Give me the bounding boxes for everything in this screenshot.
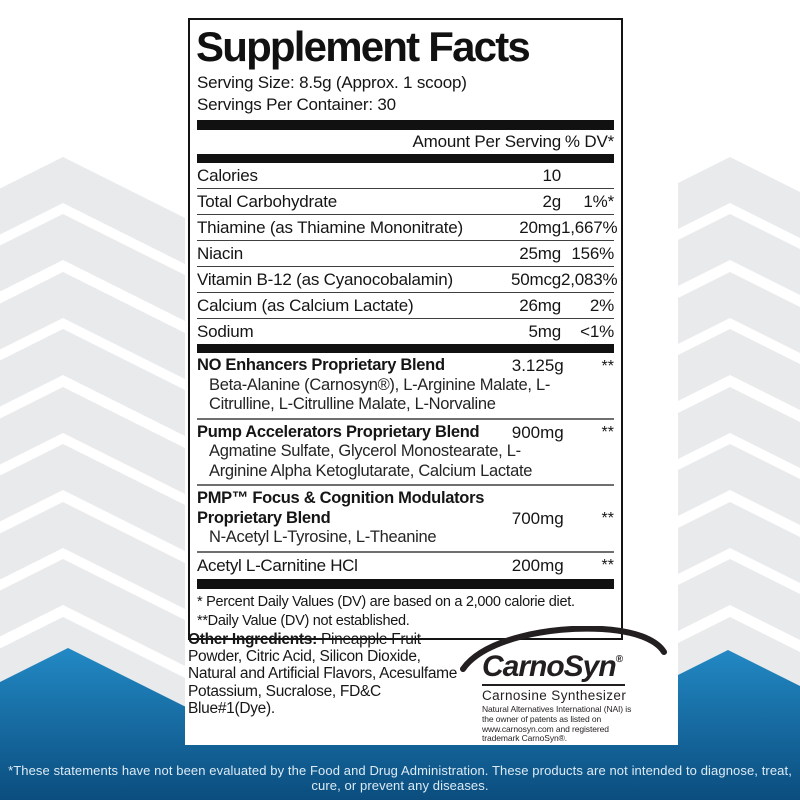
other-ingredients-label: Other Ingredients:	[188, 631, 317, 648]
blend-ingredients: Agmatine Sulfate, Glycerol Monostearate,…	[209, 442, 533, 480]
blend-name: PMP™ Focus & Cognition Modulators Propri…	[197, 489, 485, 527]
table-row: Thiamine (as Thiamine Mononitrate) 20mg …	[197, 215, 618, 241]
servings-per-container: Servings Per Container: 30	[197, 94, 396, 114]
nutrient-amount: 2g	[542, 191, 561, 211]
blend-amount: 900mg	[511, 422, 564, 442]
divider-bar	[197, 154, 614, 163]
carnosyn-wordmark: CarnoSyn®	[482, 645, 626, 686]
column-percent-dv: % DV*	[564, 132, 614, 151]
carnosyn-swoosh-icon	[460, 626, 667, 672]
nutrient-amount: 50mcg	[510, 269, 561, 289]
table-row: Niacin 25mg 156%	[197, 241, 614, 267]
divider-bar	[197, 579, 614, 589]
divider-bar	[197, 120, 614, 130]
nutrient-name: Sodium	[197, 321, 254, 341]
nutrient-dv: 1%*	[583, 191, 614, 211]
nutrient-dv: 1,667%	[561, 217, 618, 237]
blend-section: Pump Accelerators Proprietary Blend 900m…	[197, 420, 614, 486]
blend-header: PMP™ Focus & Cognition Modulators Propri…	[197, 489, 614, 528]
carnosyn-fine-print: Natural Alternatives International (NAI)…	[482, 704, 632, 744]
divider-bar	[197, 344, 614, 353]
blend-section: NO Enhancers Proprietary Blend 3.125g **…	[197, 353, 614, 420]
blend-dv: **	[601, 424, 614, 441]
blend-dv: **	[601, 510, 614, 527]
column-amount-per-serving: Amount Per Serving	[412, 132, 561, 151]
footnote-dv-not-established: **Daily Value (DV) not established.	[197, 612, 410, 629]
table-row: Sodium 5mg <1%	[197, 319, 614, 344]
nutrient-amount: 25mg	[519, 243, 561, 263]
supplement-facts-title: Supplement Facts	[196, 23, 531, 70]
blend-amount: 3.125g	[511, 356, 564, 375]
table-row: Vitamin B-12 (as Cyanocobalamin) 50mcg 2…	[197, 267, 618, 293]
supplement-facts-box: Supplement Facts Serving Size: 8.5g (App…	[188, 18, 623, 640]
nutrient-name: Calories	[197, 165, 258, 185]
nutrient-amount: 5mg	[528, 321, 562, 341]
table-row: Calcium (as Calcium Lactate) 26mg 2%	[197, 293, 614, 319]
nutrient-name: Niacin	[197, 243, 244, 263]
blend-header: Pump Accelerators Proprietary Blend 900m…	[197, 423, 614, 443]
footer-disclaimer: *These statements have not been evaluate…	[8, 763, 792, 793]
nutrient-amount: 10	[542, 165, 561, 185]
registered-trademark-symbol: ®	[615, 654, 624, 665]
nutrient-name: Calcium (as Calcium Lactate)	[197, 295, 414, 315]
nutrient-dv: 2%	[589, 295, 614, 315]
blend-ingredients: Beta-Alanine (Carnosyn®), L-Arginine Mal…	[209, 375, 551, 414]
blend-section: PMP™ Focus & Cognition Modulators Propri…	[197, 486, 614, 553]
footnotes: * Percent Daily Values (DV) are based on…	[197, 589, 614, 630]
blend-name: NO Enhancers Proprietary Blend	[197, 356, 445, 374]
nutrient-dv: <1%	[580, 321, 614, 341]
blend-name: Pump Accelerators Proprietary Blend	[197, 422, 480, 441]
table-row: Total Carbohydrate 2g 1%*	[197, 189, 614, 215]
nutrient-name: Vitamin B-12 (as Cyanocobalamin)	[197, 269, 453, 289]
ingredient-amount: 200mg	[511, 555, 564, 575]
blend-amount: 700mg	[511, 508, 564, 528]
ingredient-name: Acetyl L-Carnitine HCl	[197, 555, 358, 575]
nutrient-dv: 156%	[571, 243, 614, 263]
blend-ingredients: N-Acetyl L-Tyrosine, L-Theanine	[209, 528, 437, 546]
carnosyn-logo: CarnoSyn® Carnosine Synthesizer Natural …	[458, 624, 680, 744]
table-row: Calories 10	[197, 163, 614, 189]
nutrient-amount: 26mg	[519, 295, 561, 315]
nutrient-dv: 2,083%	[561, 269, 618, 289]
ingredient-dv: **	[601, 557, 614, 574]
serving-size: Serving Size: 8.5g (Approx. 1 scoop)	[197, 73, 467, 92]
single-ingredient-row: Acetyl L-Carnitine HCl 200mg **	[197, 553, 614, 580]
ingredient-row-header: Acetyl L-Carnitine HCl 200mg **	[197, 556, 614, 576]
blend-header: NO Enhancers Proprietary Blend 3.125g **	[197, 356, 614, 376]
footer-blue-band	[0, 745, 800, 800]
nutrient-name: Thiamine (as Thiamine Mononitrate)	[197, 217, 463, 237]
other-ingredients-text: Pineapple Fruit Powder, Citric Acid, Sil…	[188, 631, 458, 717]
nutrient-amount: 20mg	[519, 217, 561, 237]
other-ingredients: Other Ingredients: Pineapple Fruit Powde…	[188, 631, 470, 717]
nutrient-name: Total Carbohydrate	[197, 191, 338, 211]
carnosyn-brand-text: CarnoSyn	[482, 650, 617, 683]
carnosyn-tagline: Carnosine Synthesizer	[482, 688, 627, 703]
table-header: Amount Per Serving % DV*	[197, 130, 614, 154]
blend-dv: **	[601, 357, 614, 375]
footnote-daily-values: * Percent Daily Values (DV) are based on…	[197, 594, 575, 610]
